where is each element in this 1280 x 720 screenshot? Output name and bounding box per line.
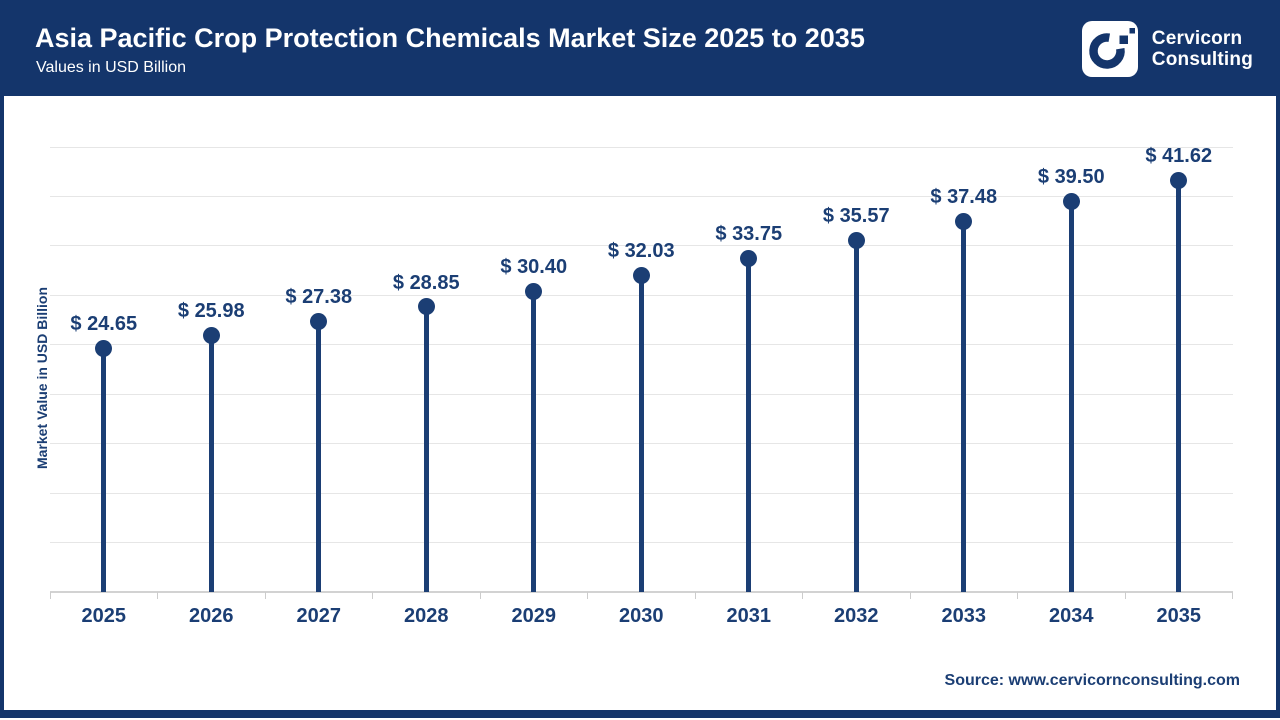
gridline (50, 146, 1233, 148)
x-axis-tick (49, 592, 51, 599)
brand-name-line2: Consulting (1151, 49, 1253, 70)
dot-2033 (955, 212, 973, 230)
dot-2030 (632, 266, 650, 284)
gridline (50, 245, 1233, 247)
dot-2025 (95, 339, 113, 357)
x-axis-line (50, 591, 1233, 593)
year-label-2031: 2031 (726, 605, 772, 627)
year-label-2026: 2026 (189, 605, 234, 627)
value-label-2025: $ 24.65 (70, 313, 138, 336)
source-text: Source: www.cervicornconsulting.com (944, 672, 1240, 689)
dot-2029 (525, 282, 543, 300)
value-label-2031: $ 33.75 (715, 223, 783, 246)
year-label-2025: 2025 (81, 605, 127, 627)
header-band: Asia Pacific Crop Protection Chemicals M… (0, 0, 1280, 96)
value-label-2030: $ 32.03 (607, 240, 675, 263)
chart-subtitle: Values in USD Billion (36, 59, 186, 76)
year-label-2030: 2030 (619, 605, 664, 627)
dot-2032 (847, 231, 865, 249)
dot-2027 (310, 312, 328, 330)
x-axis-tick (1017, 592, 1018, 599)
x-axis-tick (802, 592, 803, 599)
year-label-2033: 2033 (941, 605, 987, 627)
year-label-2035: 2035 (1156, 605, 1202, 627)
stem-2030 (638, 275, 644, 592)
brand-name: Cervicorn Consulting (1152, 28, 1253, 70)
stem-2031 (746, 258, 752, 592)
frame-border-right (1276, 96, 1280, 718)
year-label-2034: 2034 (1049, 605, 1094, 627)
x-axis-tick (694, 592, 696, 599)
dot-2034 (1062, 192, 1080, 210)
stem-2033 (961, 221, 967, 592)
dot-2028 (417, 298, 435, 316)
value-label-2034: $ 39.50 (1037, 166, 1105, 189)
x-axis-tick (587, 592, 588, 599)
stem-2026 (208, 335, 214, 592)
year-label-2027: 2027 (296, 605, 342, 627)
year-label-2029: 2029 (511, 605, 557, 627)
cervicorn-logo-icon (1081, 21, 1138, 77)
stem-2028 (423, 306, 429, 592)
stem-2035 (1176, 180, 1182, 592)
x-axis-tick (1124, 592, 1126, 599)
gridline (50, 195, 1233, 197)
stem-2032 (853, 240, 859, 592)
value-label-2035: $ 41.62 (1145, 145, 1213, 168)
dot-2026 (202, 326, 220, 344)
dot-2031 (740, 249, 758, 267)
chart-title: Asia Pacific Crop Protection Chemicals M… (35, 23, 865, 53)
brand-name-line1: Cervicorn (1151, 28, 1243, 49)
value-label-2026: $ 25.98 (177, 300, 245, 323)
x-axis-tick (372, 592, 373, 599)
x-axis-tick (479, 592, 481, 599)
frame-border-bottom (0, 710, 1280, 718)
dot-2035 (1170, 171, 1188, 189)
frame-border-left (0, 96, 4, 718)
x-axis-tick (909, 592, 911, 599)
x-axis-tick (1232, 592, 1233, 599)
stem-2034 (1068, 201, 1074, 592)
x-axis-tick (157, 592, 158, 599)
value-label-2027: $ 27.38 (285, 286, 353, 309)
value-label-2032: $ 35.57 (822, 205, 890, 228)
brand-logo: Cervicorn Consulting (1081, 21, 1253, 77)
year-label-2028: 2028 (404, 605, 449, 627)
x-axis-tick (264, 592, 266, 599)
stem-2029 (531, 291, 537, 592)
stem-2027 (316, 321, 322, 592)
value-label-2033: $ 37.48 (930, 186, 998, 209)
stem-2025 (101, 348, 107, 592)
year-label-2032: 2032 (834, 605, 879, 627)
value-label-2028: $ 28.85 (392, 271, 460, 294)
value-label-2029: $ 30.40 (500, 256, 568, 279)
